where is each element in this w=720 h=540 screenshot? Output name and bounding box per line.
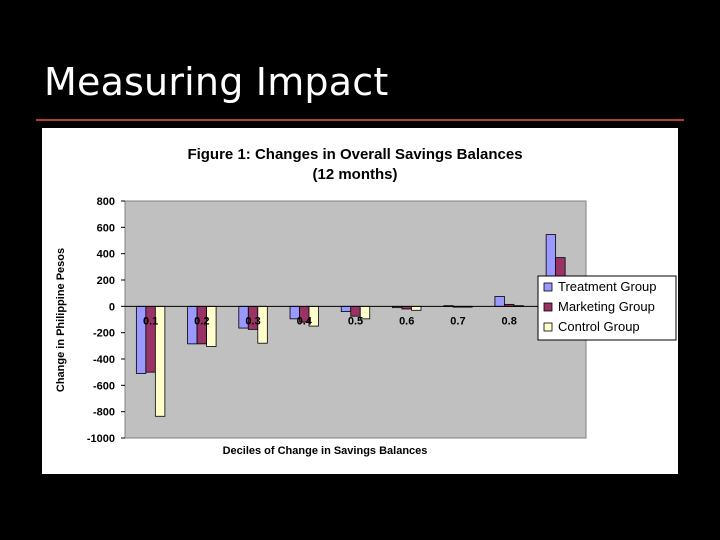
x-tick-label: 0.2: [194, 315, 209, 327]
x-tick-label: 0.3: [245, 315, 260, 327]
bar: [340, 305, 352, 312]
y-tick-label: -200: [93, 328, 115, 340]
x-tick-label: 0.1: [143, 315, 158, 327]
legend-box: [537, 275, 677, 341]
y-tick-label: -1000: [87, 433, 115, 445]
y-tick-label: 400: [97, 249, 115, 261]
y-tick-label: -400: [93, 354, 115, 366]
chart-subtitle: (12 months): [312, 166, 397, 183]
y-tick-label: 0: [109, 301, 115, 313]
slide-title: Measuring Impact: [44, 60, 389, 104]
y-tick-label: 600: [97, 222, 115, 234]
y-tick-label: 200: [97, 275, 115, 287]
legend-label: Control Group: [558, 319, 640, 334]
y-tick-label: 800: [97, 196, 115, 208]
y-tick-label: -800: [93, 407, 115, 419]
bar: [494, 296, 505, 307]
y-axis-ticks: 800 600 400 200 0 -200 -400 -600 -800 -1000: [87, 196, 125, 445]
legend-label: Marketing Group: [558, 299, 655, 314]
legend-swatch: [543, 322, 553, 332]
legend-swatch: [543, 282, 553, 292]
bar: [411, 305, 422, 311]
chart-panel: Figure 1: Changes in Overall Savings Bal…: [42, 128, 678, 474]
y-axis-label: Change in Philippine Pesos: [55, 248, 67, 392]
savings-chart: Figure 1: Changes in Overall Savings Bal…: [55, 146, 677, 457]
x-tick-label: 0.6: [399, 315, 414, 327]
chart-title: Figure 1: Changes in Overall Savings Bal…: [187, 146, 522, 163]
x-tick-label: 0.8: [502, 315, 517, 327]
x-axis-label: Deciles of Change in Savings Balances: [223, 445, 428, 457]
legend: Treatment Group Marketing Group Control Gr…: [537, 275, 677, 341]
x-tick-label: 0.4: [297, 315, 313, 327]
x-tick-label: 0.7: [450, 315, 465, 327]
x-axis-ticks: 0.10.20.30.40.50.60.70.80.9: [143, 315, 568, 327]
y-tick-label: -600: [93, 380, 115, 392]
title-divider: [36, 119, 684, 121]
x-tick-label: 0.5: [348, 315, 363, 327]
legend-label: Treatment Group: [558, 279, 657, 294]
legend-swatch: [543, 302, 553, 312]
